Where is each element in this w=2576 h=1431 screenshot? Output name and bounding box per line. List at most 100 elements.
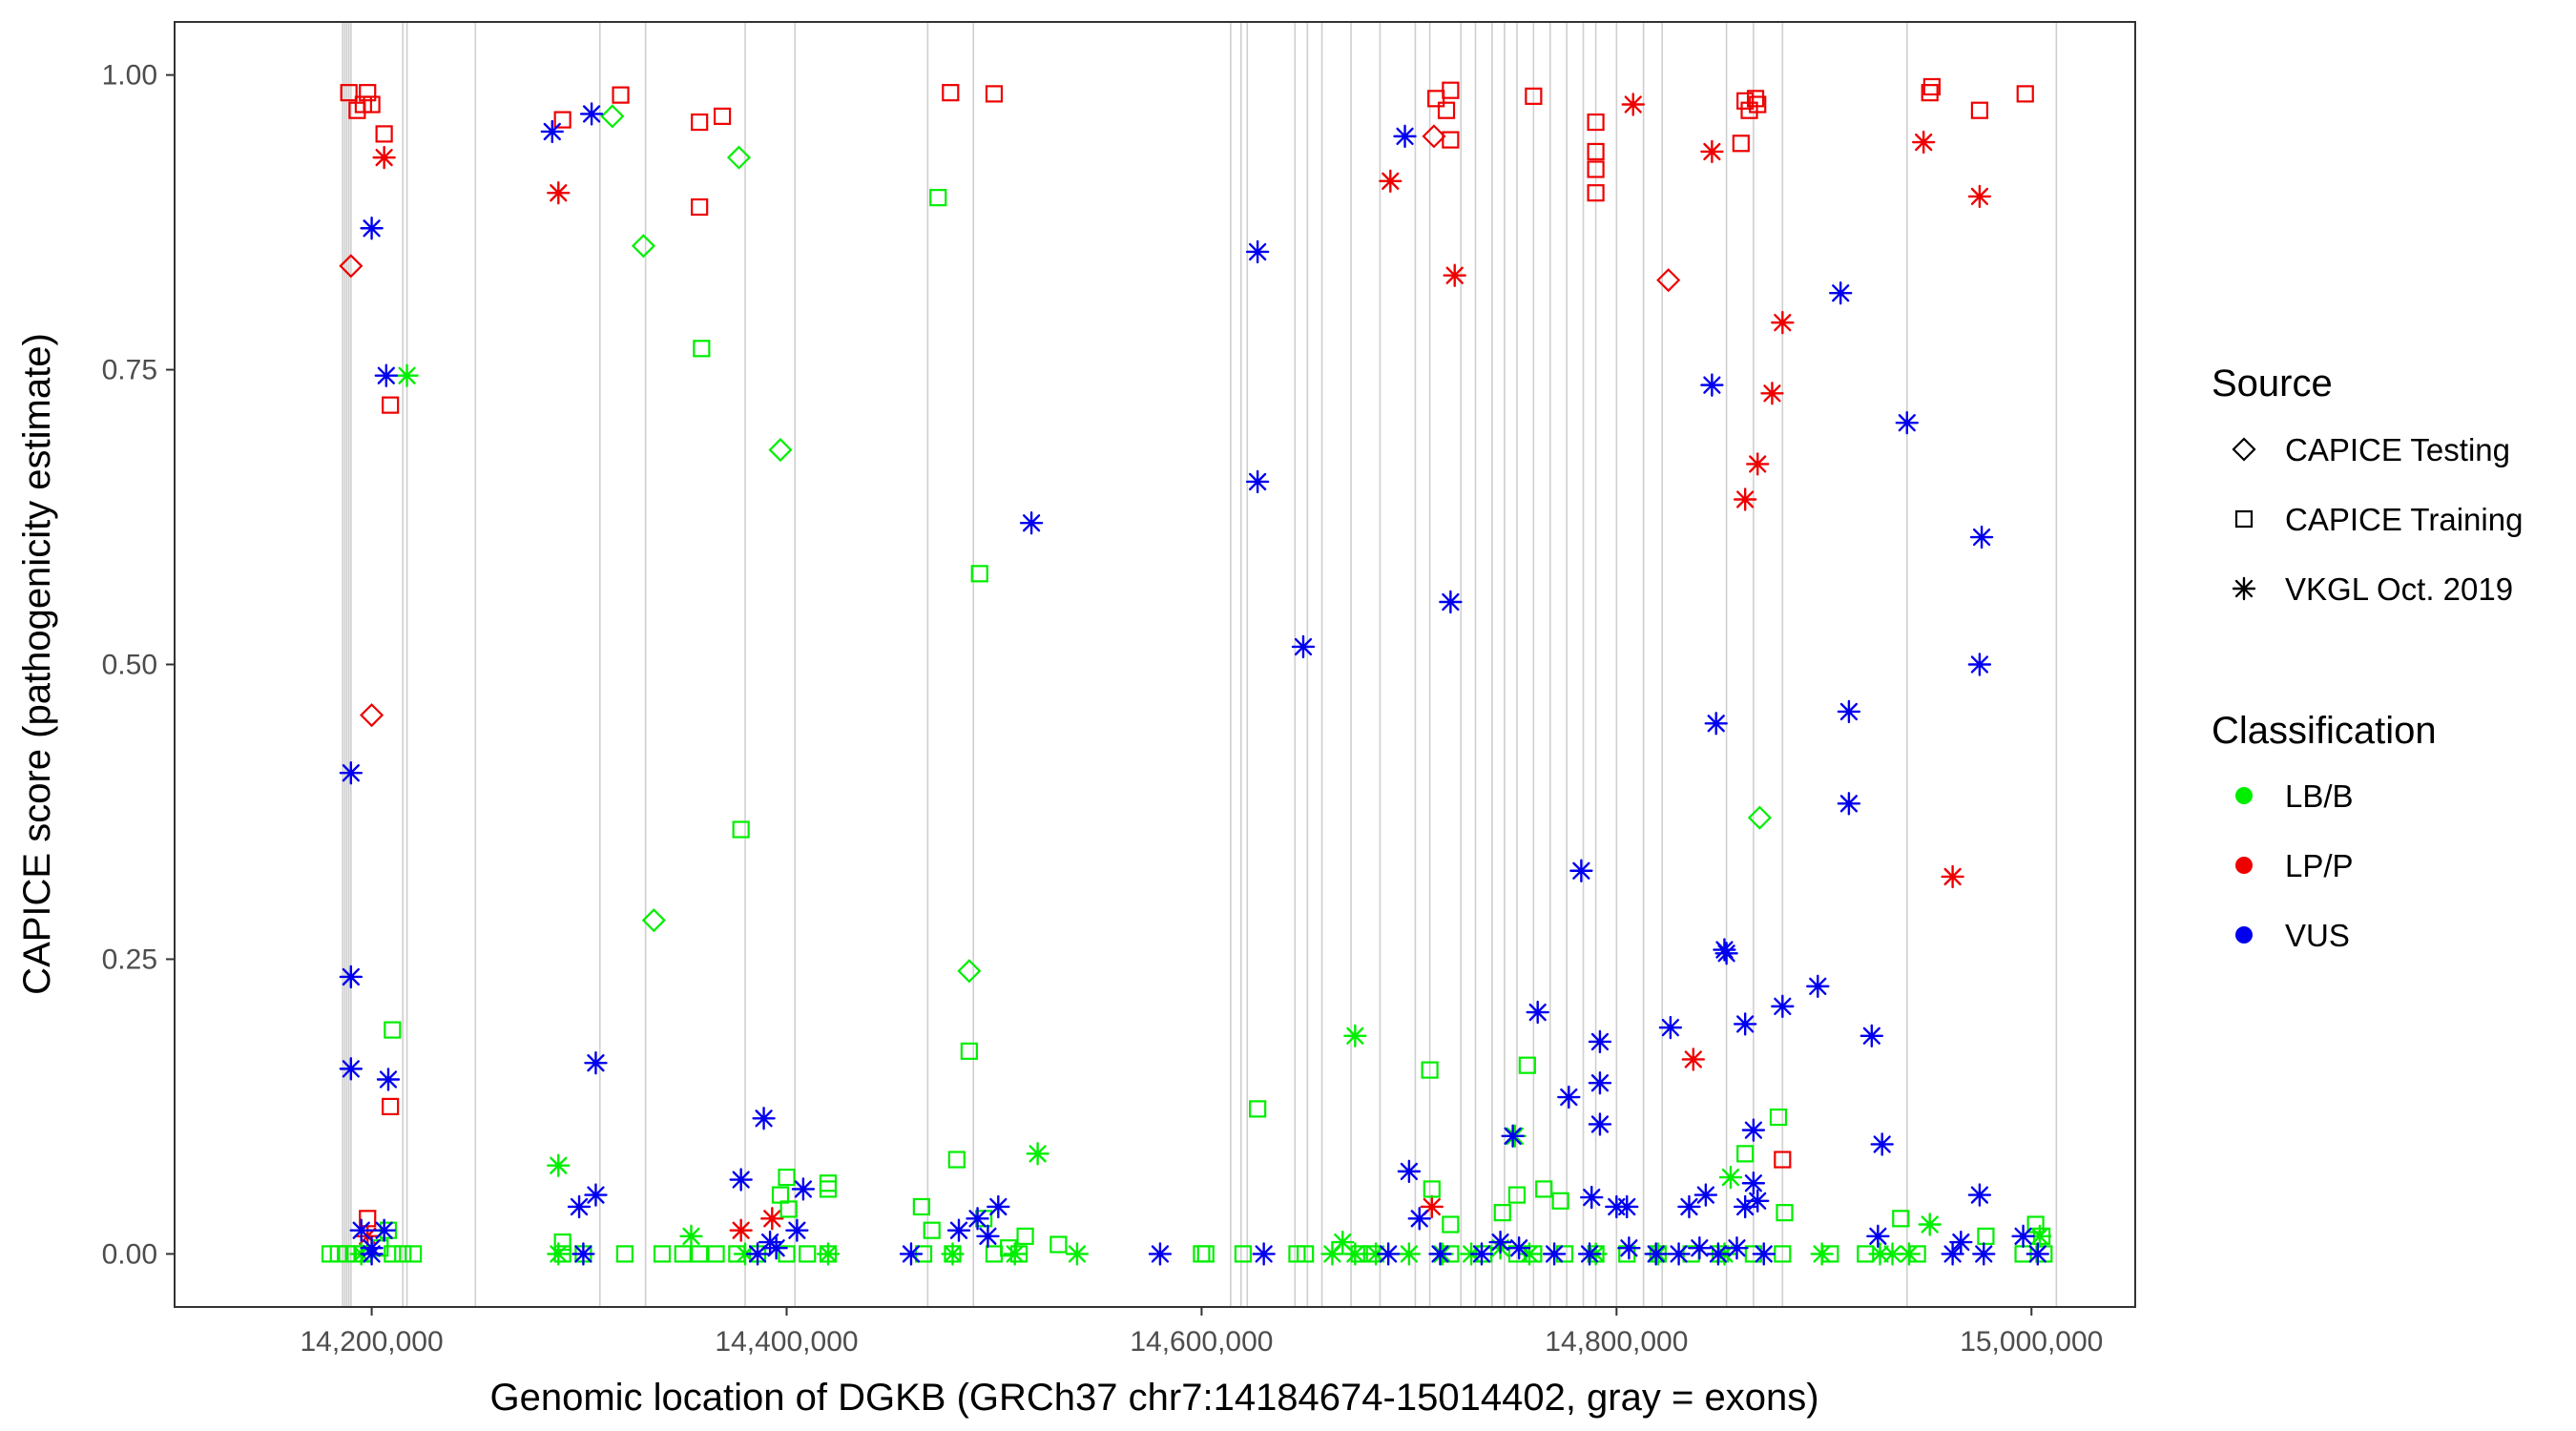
data-point <box>778 1168 796 1187</box>
data-point <box>1977 1227 1995 1245</box>
data-point <box>1644 1242 1668 1266</box>
data-point <box>1252 1242 1276 1266</box>
data-point <box>1421 1061 1439 1079</box>
data-point <box>691 113 709 132</box>
legend-source-keys <box>2232 437 2256 601</box>
data-point <box>947 1151 966 1169</box>
data-point <box>1580 1185 1604 1210</box>
data-point <box>1407 1207 1431 1231</box>
data-point <box>382 396 400 414</box>
data-point <box>1693 1183 1718 1207</box>
y-tick-label: 0.50 <box>102 650 157 681</box>
data-point <box>1437 101 1456 119</box>
data-point <box>976 1224 1000 1249</box>
legend-classification-keys <box>2235 787 2253 944</box>
data-point <box>1746 452 1770 476</box>
data-point <box>733 1242 758 1266</box>
data-point <box>339 964 364 989</box>
data-point <box>2011 1224 2035 1249</box>
data-point <box>1859 1024 1884 1047</box>
data-point <box>1658 1015 1683 1040</box>
data-point <box>1442 81 1460 99</box>
data-point <box>1397 1159 1422 1184</box>
data-point <box>1234 1245 1253 1263</box>
data-point <box>1733 1012 1757 1036</box>
data-point <box>1376 1242 1401 1266</box>
data-point <box>970 565 988 583</box>
data-point <box>1733 487 1757 511</box>
data-point <box>923 1221 941 1239</box>
x-tick-label: 15,000,000 <box>1960 1326 2103 1358</box>
data-point <box>1837 792 1861 816</box>
data-point <box>1587 113 1605 132</box>
y-tick-label: 1.00 <box>102 60 157 92</box>
y-tick-label: 0.00 <box>102 1238 157 1270</box>
data-point <box>584 1183 608 1207</box>
y-tick-label: 0.25 <box>102 944 157 975</box>
data-point <box>778 1245 796 1263</box>
data-point <box>339 1057 364 1081</box>
y-axis-title: CAPICE score (pathogenicity estimate) <box>16 333 58 995</box>
data-point <box>1949 1230 1973 1255</box>
data-point <box>553 111 571 129</box>
data-point <box>942 84 960 102</box>
data-point <box>732 820 750 839</box>
data-point <box>1771 310 1795 335</box>
data-point <box>1733 1194 1757 1219</box>
data-point <box>1667 1242 1691 1266</box>
data-point <box>1892 1210 1910 1228</box>
data-point <box>360 1242 384 1266</box>
data-point <box>339 760 364 785</box>
x-tick-label: 14,600,000 <box>1130 1326 1273 1358</box>
data-point <box>912 1197 930 1216</box>
data-point <box>612 86 630 104</box>
data-point <box>1501 1124 1525 1149</box>
data-point <box>729 1218 753 1242</box>
data-point <box>674 1245 692 1263</box>
data-point <box>1469 1242 1494 1266</box>
data-point <box>1423 1180 1441 1198</box>
panel-background <box>175 22 2135 1307</box>
data-point <box>1806 974 1830 999</box>
data-point <box>1297 1245 1315 1263</box>
data-point <box>1026 1142 1049 1166</box>
data-point <box>1506 1236 1531 1260</box>
legend-classification-key <box>2235 857 2253 874</box>
data-point <box>1677 1194 1701 1219</box>
data-point <box>729 1168 753 1192</box>
x-tick-label: 14,800,000 <box>1545 1326 1688 1358</box>
data-point <box>1148 1242 1173 1266</box>
legend-source: Source CAPICE Testing CAPICE Training VK… <box>2212 363 2523 607</box>
data-point <box>360 217 384 240</box>
data-point <box>372 145 396 170</box>
data-point <box>372 1218 396 1242</box>
data-point <box>404 1245 423 1263</box>
data-point <box>1003 1242 1027 1266</box>
data-point <box>1518 1056 1536 1074</box>
data-point <box>1714 942 1738 965</box>
data-point <box>384 1021 402 1039</box>
data-point <box>1688 1236 1712 1260</box>
data-point <box>1420 1194 1444 1219</box>
data-point <box>1656 268 1681 293</box>
data-point <box>1941 864 1964 889</box>
data-point <box>2027 1224 2052 1249</box>
data-point <box>547 180 571 205</box>
data-point <box>1615 1194 1639 1219</box>
y-axis: 0.00 0.25 0.50 0.75 1.00 <box>102 60 175 1270</box>
data-point <box>1488 1230 1512 1255</box>
legend-source-label: VKGL Oct. 2019 <box>2285 571 2513 607</box>
data-point <box>1343 1242 1367 1266</box>
data-point <box>1967 1183 1992 1207</box>
data-point <box>540 119 564 144</box>
legend-classification-key <box>2235 787 2253 804</box>
data-point <box>760 1207 784 1231</box>
data-point <box>1704 712 1728 736</box>
data-point <box>819 1180 838 1198</box>
data-point <box>1967 653 1992 676</box>
data-point <box>382 1097 400 1116</box>
data-point <box>946 1218 971 1242</box>
x-axis-title: Genomic location of DGKB (GRCh37 chr7:14… <box>489 1377 1818 1419</box>
data-point <box>1718 1165 1743 1190</box>
data-point <box>1442 1215 1460 1234</box>
